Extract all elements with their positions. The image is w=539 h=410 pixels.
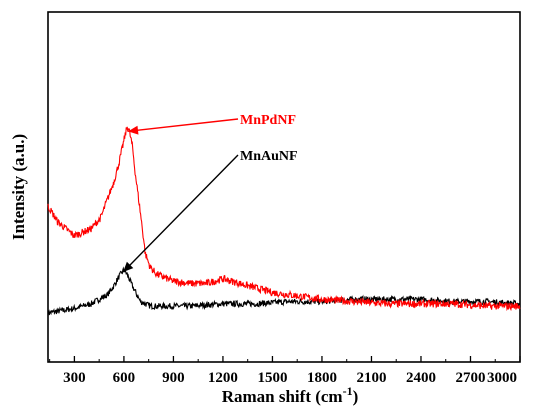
x-tick-label: 300 bbox=[63, 370, 86, 386]
x-tick-label: 3000 bbox=[487, 370, 517, 386]
x-axis-title: Raman shift (cm-1) bbox=[222, 384, 359, 406]
x-tick-label: 1500 bbox=[257, 370, 287, 386]
annotation-arrow-line bbox=[127, 118, 239, 133]
annotation-arrow-line bbox=[122, 154, 239, 273]
x-tick-label: 2400 bbox=[406, 370, 436, 386]
x-axis-title-close: ) bbox=[353, 387, 359, 406]
series-line-MnAuNF bbox=[47, 266, 521, 316]
series-layer bbox=[47, 126, 521, 316]
x-tick-label: 2100 bbox=[356, 370, 386, 386]
plot-frame bbox=[47, 11, 521, 363]
annotation-arrow-head bbox=[128, 125, 139, 135]
x-tick-label: 1200 bbox=[208, 370, 238, 386]
x-tick-label: 600 bbox=[113, 370, 136, 386]
x-axis-title-main: Raman shift (cm bbox=[222, 387, 343, 406]
annotation-label-MnPdNF: MnPdNF bbox=[240, 113, 296, 128]
x-axis-title-superscript: -1 bbox=[343, 384, 353, 398]
x-tick-label: 900 bbox=[162, 370, 185, 386]
x-tick-layer: 300 600 900 1200 1500 1800 2100 2400 2700 3000 bbox=[49, 356, 521, 386]
annotation-arrow-head bbox=[123, 261, 134, 273]
y-axis-title: Intensity (a.u.) bbox=[9, 134, 28, 240]
annotation-layer: MnPdNF MnAuNF bbox=[122, 113, 298, 273]
x-tick-label: 1800 bbox=[307, 370, 337, 386]
series-line-MnPdNF bbox=[47, 126, 521, 312]
x-tick-label: 2700 bbox=[455, 370, 485, 386]
annotation-label-MnAuNF: MnAuNF bbox=[240, 149, 298, 164]
